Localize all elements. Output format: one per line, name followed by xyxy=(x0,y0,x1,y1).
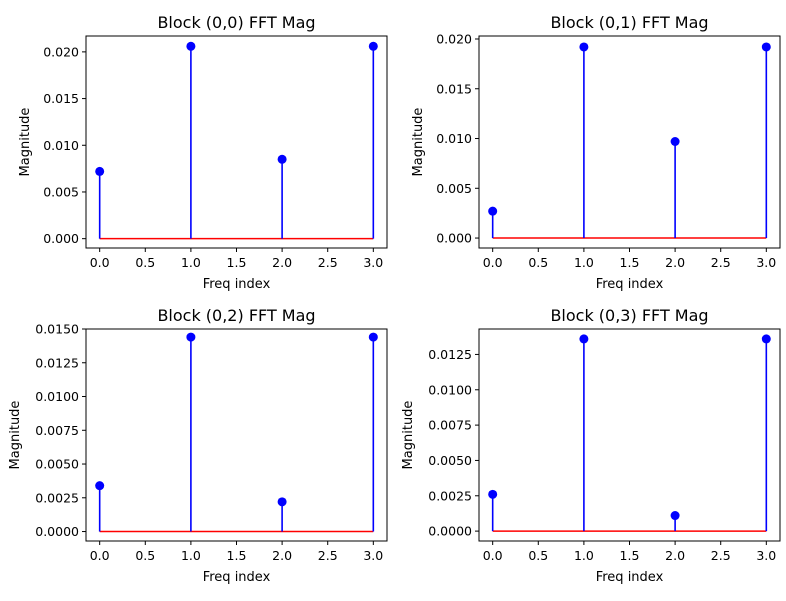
x-tick-label: 0.5 xyxy=(135,255,155,270)
x-tick-label: 2.0 xyxy=(272,255,292,270)
subplot-block-0-0: 0.0 0.5 1.0 1.5 2.0 2.5 3.0 0.000 0.005 0.010 0.01… xyxy=(18,13,388,292)
stem-marker xyxy=(277,497,287,507)
x-tick-label: 2.5 xyxy=(318,255,338,270)
y-tick-label: 0.0050 xyxy=(428,453,472,468)
stem-marker xyxy=(579,42,589,52)
stem-marker xyxy=(670,137,680,147)
x-tick-label: 3.0 xyxy=(363,255,383,270)
y-axis-label: Magnitude xyxy=(8,401,23,470)
x-tick-label: 2.0 xyxy=(665,255,685,270)
x-tick-label: 1.0 xyxy=(574,255,594,270)
y-tick-label: 0.015 xyxy=(43,91,79,106)
x-tick-label: 1.5 xyxy=(620,255,640,270)
y-tick-label: 0.010 xyxy=(436,131,472,146)
x-tick-label: 1.5 xyxy=(227,255,247,270)
y-tick-label: 0.0100 xyxy=(35,389,79,404)
x-tick-label: 1.0 xyxy=(181,255,201,270)
stem-marker xyxy=(761,42,771,52)
y-tick-label: 0.0025 xyxy=(35,490,79,505)
subplot-title: Block (0,0) FFT Mag xyxy=(157,13,315,32)
stem-marker xyxy=(579,334,589,344)
y-tick-label: 0.0075 xyxy=(428,418,472,433)
x-axis-label: Freq index xyxy=(596,570,664,585)
subplot-title: Block (0,3) FFT Mag xyxy=(550,306,708,325)
x-tick-label: 0.0 xyxy=(483,548,503,563)
subplot-block-0-1: 0.0 0.5 1.0 1.5 2.0 2.5 3.0 0.000 0.005 0.010 0.01… xyxy=(411,13,781,292)
x-tick-label: 0.0 xyxy=(90,548,110,563)
y-tick-label: 0.0075 xyxy=(35,423,79,438)
x-tick-label: 0.5 xyxy=(135,548,155,563)
x-tick-label: 2.5 xyxy=(318,548,338,563)
stem-marker xyxy=(488,206,498,216)
y-tick-label: 0.0150 xyxy=(35,322,79,337)
y-tick-label: 0.000 xyxy=(436,231,472,246)
stem-marker xyxy=(277,154,287,164)
subplot-block-0-2: 0.0 0.5 1.0 1.5 2.0 2.5 3.0 0.0000 0.0025 0.0050 0… xyxy=(8,306,388,585)
stem-marker xyxy=(368,41,378,51)
x-tick-label: 1.5 xyxy=(620,548,640,563)
x-tick-label: 0.5 xyxy=(528,548,548,563)
y-tick-label: 0.005 xyxy=(43,184,79,199)
x-tick-label: 0.5 xyxy=(528,255,548,270)
y-tick-label: 0.0125 xyxy=(35,355,79,370)
y-axis-label: Magnitude xyxy=(401,401,416,470)
x-tick-label: 2.0 xyxy=(272,548,292,563)
y-tick-label: 0.020 xyxy=(43,44,79,59)
y-tick-label: 0.015 xyxy=(436,81,472,96)
x-tick-label: 1.0 xyxy=(181,548,201,563)
x-tick-label: 3.0 xyxy=(756,255,776,270)
y-axis-label: Magnitude xyxy=(411,108,426,177)
subplot-title: Block (0,2) FFT Mag xyxy=(157,306,315,325)
y-tick-label: 0.010 xyxy=(43,138,79,153)
y-tick-label: 0.0050 xyxy=(35,457,79,472)
stem-marker xyxy=(95,166,105,176)
x-tick-label: 1.5 xyxy=(227,548,247,563)
y-axis-label: Magnitude xyxy=(18,108,33,177)
stem-marker xyxy=(488,489,498,499)
x-tick-label: 3.0 xyxy=(756,548,776,563)
stem-marker xyxy=(186,41,196,51)
x-axis-label: Freq index xyxy=(203,570,271,585)
y-tick-label: 0.020 xyxy=(436,31,472,46)
stem-marker xyxy=(670,511,680,521)
stem-marker xyxy=(186,332,196,342)
x-axis-label: Freq index xyxy=(203,277,271,292)
y-tick-label: 0.000 xyxy=(43,231,79,246)
x-tick-label: 0.0 xyxy=(483,255,503,270)
x-tick-label: 3.0 xyxy=(363,548,383,563)
x-tick-label: 2.0 xyxy=(665,548,685,563)
x-tick-label: 2.5 xyxy=(711,548,731,563)
stem-marker xyxy=(95,481,105,491)
y-tick-label: 0.0100 xyxy=(428,382,472,397)
x-axis-label: Freq index xyxy=(596,277,664,292)
stem-marker xyxy=(761,334,771,344)
y-tick-label: 0.0000 xyxy=(35,524,79,539)
y-tick-label: 0.0125 xyxy=(428,347,472,362)
y-tick-label: 0.005 xyxy=(436,181,472,196)
x-tick-label: 1.0 xyxy=(574,548,594,563)
subplot-title: Block (0,1) FFT Mag xyxy=(550,13,708,32)
x-tick-label: 2.5 xyxy=(711,255,731,270)
y-tick-label: 0.0000 xyxy=(428,524,472,539)
subplot-block-0-3: 0.0 0.5 1.0 1.5 2.0 2.5 3.0 0.0000 0.0025 0.0050 0… xyxy=(401,306,781,585)
x-tick-label: 0.0 xyxy=(90,255,110,270)
stem-marker xyxy=(368,332,378,342)
y-tick-label: 0.0025 xyxy=(428,488,472,503)
